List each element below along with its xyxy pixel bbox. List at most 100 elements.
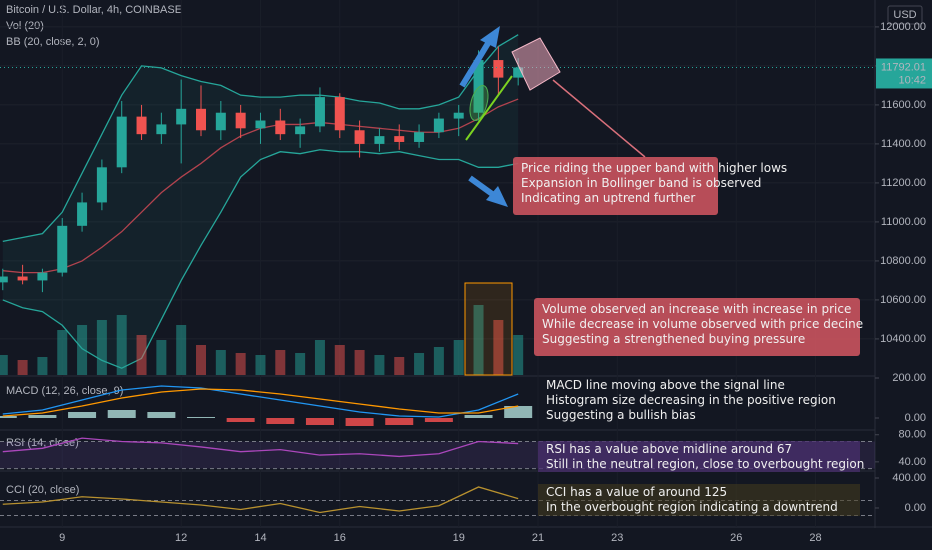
pane-title: CCI (20, close) xyxy=(6,484,79,496)
volume-bar xyxy=(354,350,365,375)
candle-body xyxy=(196,108,207,131)
annotation-box: CCI has a value of around 125 In the ove… xyxy=(538,484,860,516)
bb-fill xyxy=(2,34,519,369)
candle-body xyxy=(334,97,345,131)
candle-body xyxy=(394,136,405,142)
volume-bar xyxy=(493,320,504,375)
y-tick-label: 10400.00 xyxy=(880,333,926,345)
histogram-bar xyxy=(107,410,136,418)
annotation-text: Indicating an uptrend further xyxy=(521,191,696,205)
countdown: 10:42 xyxy=(898,74,926,86)
bollinger-band xyxy=(2,149,519,369)
candle-body xyxy=(354,130,365,144)
arrow xyxy=(459,38,493,88)
currency-badge xyxy=(887,5,923,25)
indicator-line xyxy=(2,437,519,458)
y-tick-label: 11400.00 xyxy=(881,138,926,150)
volume-bar xyxy=(275,350,286,375)
histogram-bar xyxy=(28,415,57,418)
y-tick-label: 200.00 xyxy=(892,372,926,384)
x-tick-label: 12 xyxy=(175,532,187,544)
histogram-bar xyxy=(187,417,216,418)
annotation-box: MACD line moving above the signal line H… xyxy=(538,377,858,427)
annotation-text: CCI has a value of around 125 xyxy=(546,485,728,499)
annotation-box: RSI has a value above midline around 67 … xyxy=(538,441,865,472)
arrow-head xyxy=(486,186,508,207)
highlight-box xyxy=(464,282,513,376)
arrow xyxy=(468,175,497,199)
candle-body xyxy=(136,116,147,135)
y-tick-label: 0.00 xyxy=(905,502,926,514)
histogram-bar xyxy=(385,418,414,425)
volume-bar xyxy=(57,330,68,375)
annotation-text: In the overbought region indicating a do… xyxy=(546,500,838,514)
volume-bar xyxy=(235,353,246,375)
currency: USD xyxy=(893,9,916,21)
volume-bar xyxy=(37,357,48,375)
volume-bar xyxy=(96,320,107,375)
target-box xyxy=(511,37,561,91)
annotation-text: Suggesting a strengthened buying pressur… xyxy=(542,332,806,346)
y-tick-label: 11000.00 xyxy=(881,216,926,228)
annotation-text: Volume observed an increase with increas… xyxy=(542,302,852,316)
x-tick-label: 26 xyxy=(730,532,742,544)
last-price-label: 11792.01 xyxy=(881,61,926,73)
volume-bar xyxy=(414,353,425,375)
candle-body xyxy=(255,120,266,129)
candle-body xyxy=(314,97,325,127)
candle-body xyxy=(96,167,107,203)
volume-bar xyxy=(374,355,385,375)
volume-bar xyxy=(0,355,8,375)
candle-body xyxy=(17,276,28,281)
indicator-label: Vol (20) xyxy=(6,20,44,32)
volume-bar xyxy=(433,347,444,375)
volume-bar xyxy=(453,340,464,375)
volume-bar xyxy=(156,340,167,375)
y-tick-label: 0.00 xyxy=(905,412,926,424)
candle-body xyxy=(295,126,306,135)
indicator-line xyxy=(2,486,519,514)
histogram-bar xyxy=(464,415,493,418)
histogram-bar xyxy=(305,418,334,425)
x-tick-label: 23 xyxy=(611,532,623,544)
x-tick-label: 16 xyxy=(334,532,346,544)
volume-bar xyxy=(136,335,147,375)
highlight-ellipse xyxy=(469,84,489,122)
volume-bar xyxy=(473,305,484,375)
candle-body xyxy=(453,112,464,119)
candle-body xyxy=(493,60,504,78)
x-tick-label: 28 xyxy=(809,532,821,544)
x-tick-label: 14 xyxy=(254,532,266,544)
candle-body xyxy=(473,60,484,113)
volume-bar xyxy=(77,325,88,375)
y-tick-label: 11600.00 xyxy=(881,99,926,111)
candle-body xyxy=(116,116,127,168)
y-tick-label: 11200.00 xyxy=(881,177,926,189)
histogram-bar xyxy=(345,418,374,426)
annotation-text: While decrease in volume observed with p… xyxy=(542,317,864,331)
x-tick-label: 9 xyxy=(59,532,65,544)
y-tick-label: 80.00 xyxy=(898,429,926,441)
annotation-text: MACD line moving above the signal line xyxy=(546,378,785,392)
volume-bar xyxy=(295,353,306,375)
volume-bar xyxy=(116,315,127,375)
x-tick-label: 21 xyxy=(532,532,544,544)
y-tick-label: 400.00 xyxy=(892,472,926,484)
candle-body xyxy=(414,132,425,142)
histogram-bar xyxy=(68,412,97,418)
candle-body xyxy=(57,225,68,273)
annotation-text: Price riding the upper band with higher … xyxy=(521,161,788,175)
histogram-bar xyxy=(226,418,255,422)
indicator-label: BB (20, close, 2, 0) xyxy=(6,36,100,48)
macd-line xyxy=(2,385,519,418)
candle-body xyxy=(215,112,226,131)
histogram-bar xyxy=(424,418,453,422)
candle-body xyxy=(235,112,246,129)
histogram-bar xyxy=(504,406,533,418)
annotation-text: Still in the neutral region, close to ov… xyxy=(546,457,865,471)
volume-bar xyxy=(334,345,345,375)
pane-title: MACD (12, 26, close, 9) xyxy=(6,385,123,397)
annotation-text: Expansion in Bollinger band is observed xyxy=(521,176,762,190)
y-tick-label: 10800.00 xyxy=(880,255,926,267)
